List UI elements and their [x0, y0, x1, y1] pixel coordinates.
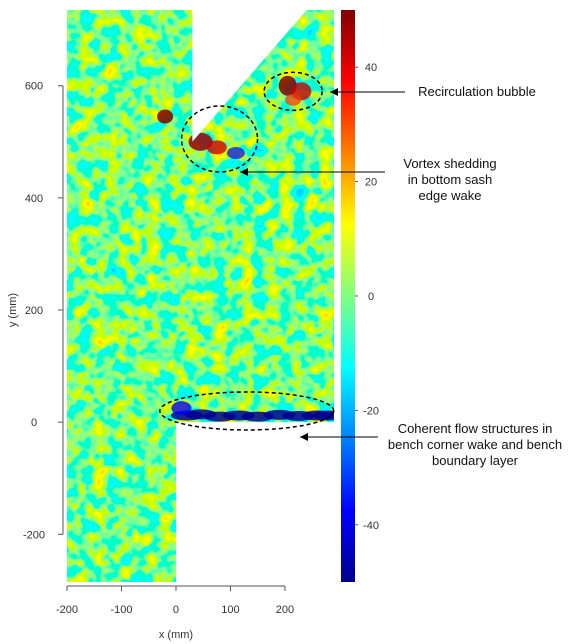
- arrow-head: [330, 88, 338, 96]
- colorbar-tick-label: 40: [365, 62, 377, 74]
- annotation-text: edge wake: [419, 188, 482, 203]
- colorbar-ticks: -40 -20 0 20 40: [355, 62, 379, 532]
- y-axis-title: y (mm): [7, 293, 19, 327]
- sash-wake-blob: [226, 147, 245, 159]
- axes: -200 -100 0 100 200 -200 0 200 400 600: [23, 81, 294, 616]
- annotation-text: Recirculation bubble: [418, 84, 536, 99]
- colorbar: [341, 10, 355, 582]
- corner-wake-blob: [171, 401, 192, 416]
- x-tick-label: -100: [110, 604, 132, 616]
- recirculation-blob: [285, 93, 302, 106]
- sash-wake-blob: [206, 140, 227, 155]
- y-tick-label: 600: [25, 81, 43, 93]
- heatmap-field: [67, 10, 334, 582]
- sash-wake-blob: [157, 109, 174, 124]
- feature-blobs: [157, 75, 334, 422]
- x-tick-label: 100: [221, 604, 239, 616]
- y-tick-label: 0: [31, 417, 37, 429]
- y-tick-label: -200: [23, 529, 45, 541]
- annotation-text: in bottom sash: [408, 172, 493, 187]
- x-tick-label: -200: [56, 604, 78, 616]
- colorbar-tick-label: -20: [363, 405, 379, 417]
- arrow-head: [240, 168, 248, 176]
- annotation-text: boundary layer: [432, 453, 519, 468]
- x-tick-label: 0: [173, 604, 179, 616]
- annotation-text: Coherent flow structures in: [398, 421, 553, 436]
- colorbar-tick-label: 0: [368, 291, 374, 303]
- x-axis-title: x (mm): [159, 629, 193, 641]
- annotation-text: Vortex shedding: [403, 156, 496, 171]
- annotation-ellipse: [180, 105, 259, 173]
- colorbar-tick-label: 20: [365, 177, 377, 189]
- y-tick-label: 400: [25, 193, 43, 205]
- y-tick-label: 200: [25, 305, 43, 317]
- annotation-text: bench corner wake and bench: [388, 437, 562, 452]
- annotation-ellipse: [263, 71, 323, 112]
- colorbar-tick-label: -40: [363, 520, 379, 532]
- annotation-ellipse: [159, 391, 335, 431]
- x-tick-label: 200: [276, 604, 294, 616]
- boundary-layer-blob: [312, 410, 334, 421]
- arrow-head: [300, 433, 308, 441]
